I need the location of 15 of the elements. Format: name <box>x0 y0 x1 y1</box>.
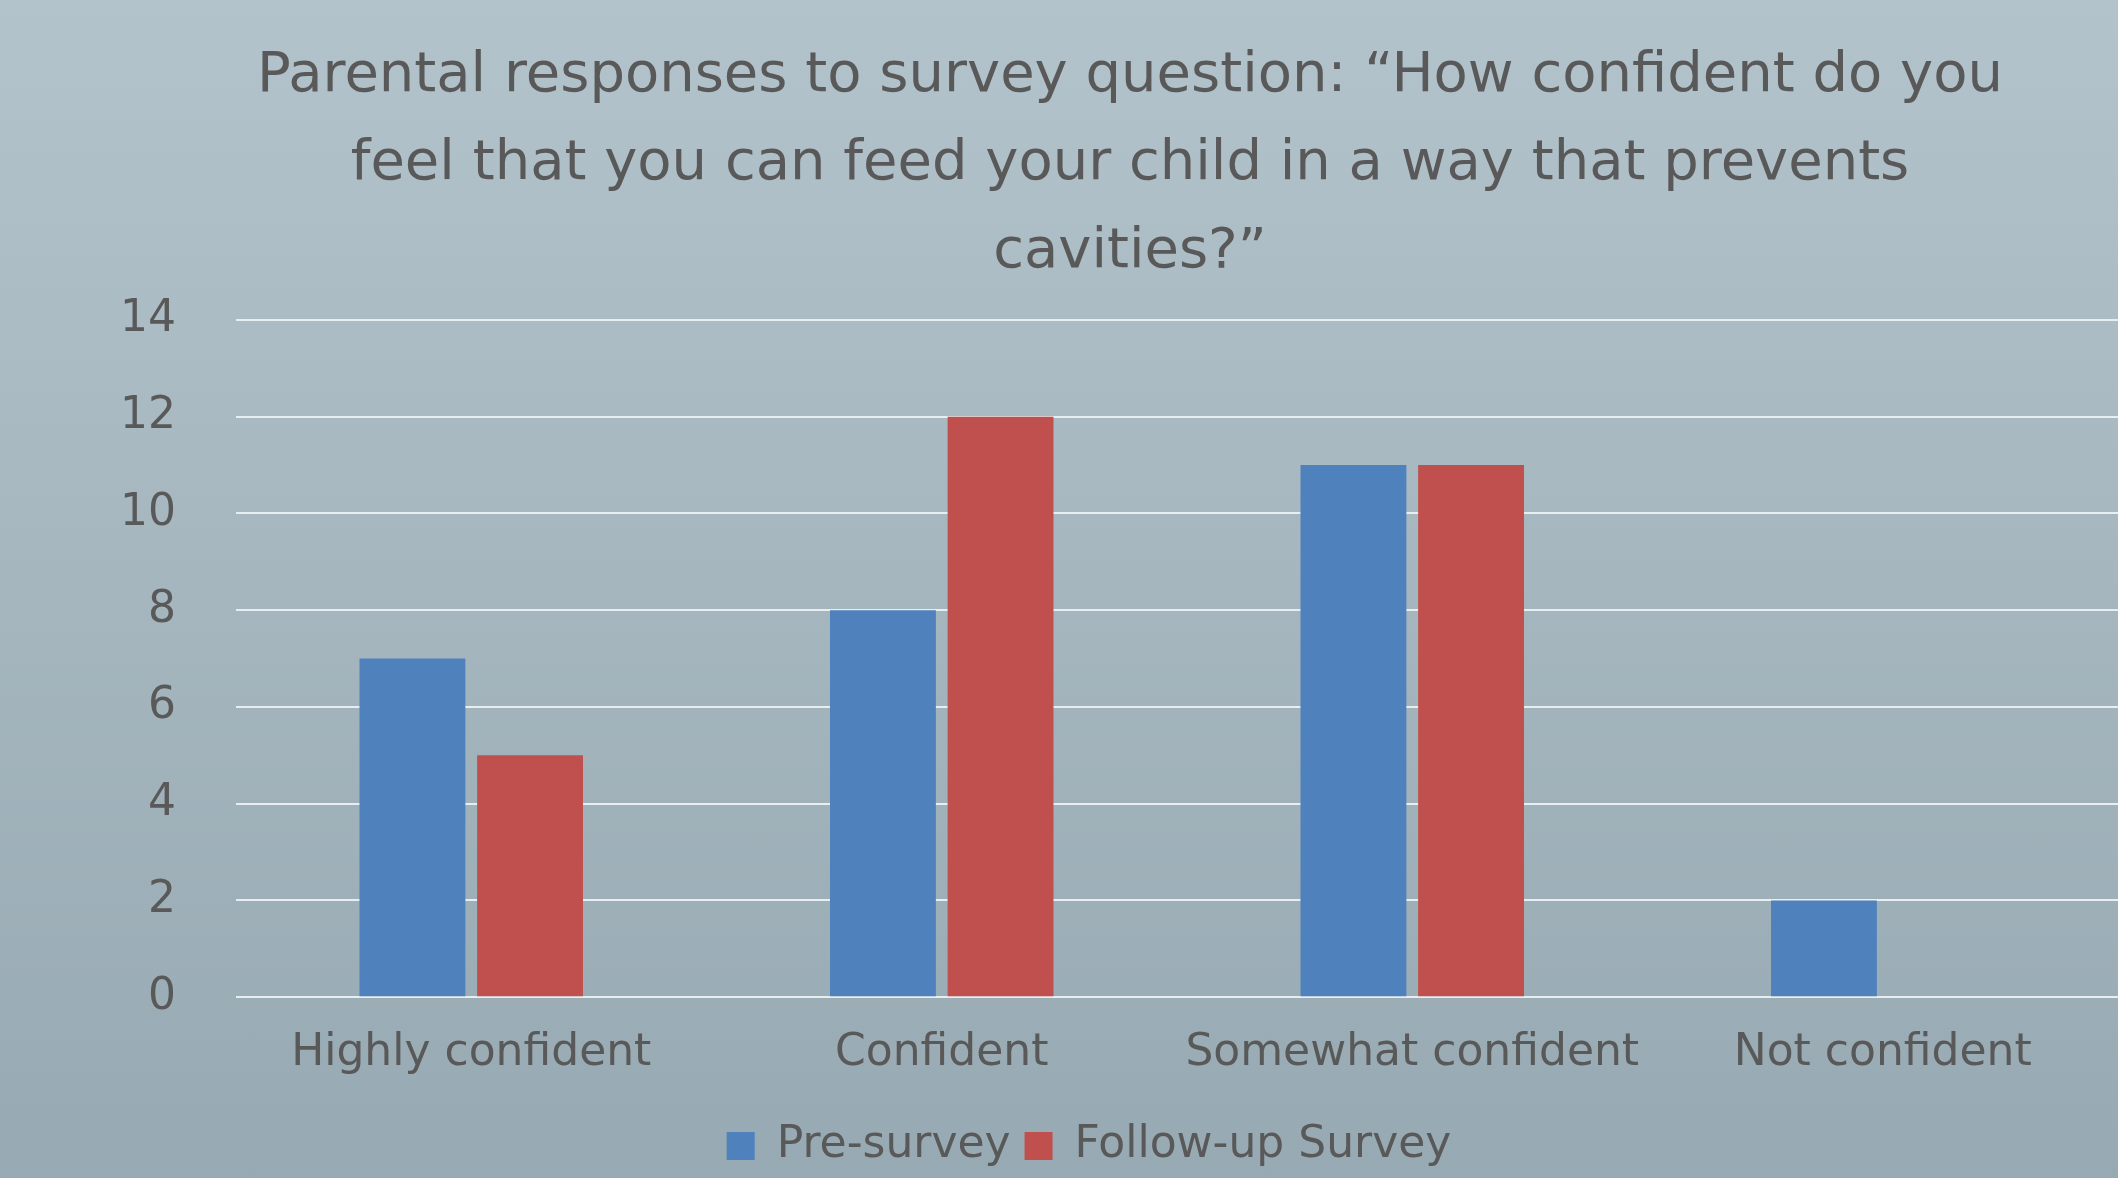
x-tick-label: Highly confident <box>291 1024 652 1076</box>
y-tick-label: 12 <box>119 387 176 439</box>
y-tick-label: 14 <box>119 290 176 342</box>
chart-title: Parental responses to survey question: “How confident do you feel that you can feed your child in a way that prevents cavities?” <box>256 38 2004 282</box>
y-tick-label: 8 <box>147 580 176 632</box>
legend-label: Follow-up Survey <box>1074 1116 1452 1168</box>
y-tick-label: 2 <box>147 870 176 922</box>
y-tick-label: 0 <box>147 967 176 1019</box>
y-tick-label: 4 <box>147 774 176 826</box>
y-tick-label: 10 <box>119 483 176 535</box>
x-tick-label: Confident <box>835 1024 1049 1076</box>
y-tick-label: 6 <box>147 677 176 729</box>
legend-label: Pre-survey <box>776 1116 1011 1168</box>
x-tick-label: Somewhat confident <box>1185 1024 1640 1076</box>
x-tick-label: Not confident <box>1733 1024 2032 1076</box>
